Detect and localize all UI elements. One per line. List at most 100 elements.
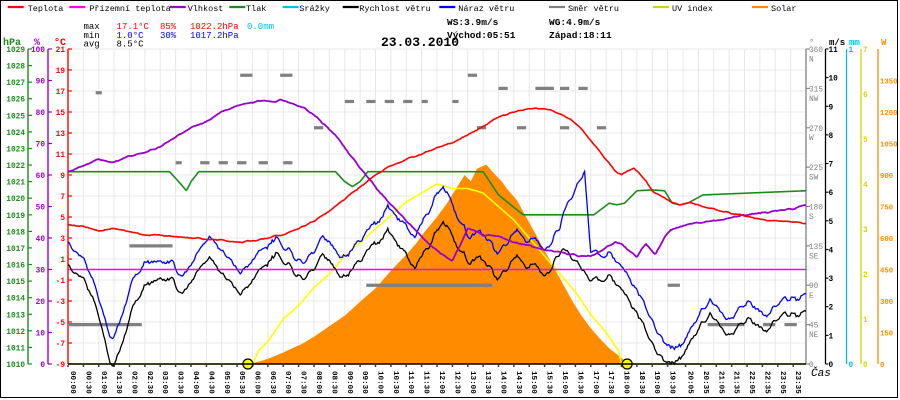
svg-text:1026: 1026 [6, 97, 25, 105]
svg-text:1010: 1010 [6, 362, 25, 370]
svg-text:30: 30 [36, 268, 46, 276]
svg-text:5: 5 [60, 215, 65, 223]
svg-text:07:00: 07:00 [283, 371, 291, 394]
svg-text:°: ° [809, 38, 814, 48]
svg-text:225: 225 [809, 165, 823, 173]
svg-text:S: S [809, 214, 814, 222]
svg-text:1016: 1016 [6, 263, 25, 271]
svg-text:1018: 1018 [6, 229, 25, 237]
svg-text:E: E [809, 293, 814, 301]
svg-text:15:30: 15:30 [545, 371, 553, 394]
svg-text:04:00: 04:00 [191, 371, 199, 394]
svg-text:8: 8 [829, 133, 834, 141]
svg-text:21:05: 21:05 [716, 371, 724, 394]
svg-text:5: 5 [829, 219, 834, 227]
svg-text:1027: 1027 [6, 80, 25, 88]
svg-text:10: 10 [829, 76, 839, 84]
svg-text:hPa: hPa [3, 37, 21, 49]
svg-text:15: 15 [56, 110, 66, 118]
svg-text:23:35: 23:35 [793, 371, 801, 394]
svg-text:1017: 1017 [6, 246, 25, 254]
svg-text:1011: 1011 [6, 345, 25, 353]
svg-text:1014: 1014 [6, 296, 25, 304]
svg-text:7: 7 [829, 162, 834, 170]
svg-text:1: 1 [60, 257, 65, 265]
svg-text:01:30: 01:30 [114, 371, 122, 394]
svg-text:00:00: 00:00 [68, 371, 76, 394]
svg-text:19:00: 19:00 [652, 371, 660, 394]
svg-text:NE: NE [809, 332, 819, 340]
svg-text:4: 4 [863, 182, 868, 190]
svg-text:23.03.2010: 23.03.2010 [381, 35, 459, 50]
svg-text:11: 11 [829, 47, 839, 55]
svg-text:70: 70 [36, 142, 46, 150]
svg-text:30%: 30% [160, 31, 177, 41]
svg-text:1015: 1015 [6, 279, 25, 287]
svg-text:22:35: 22:35 [762, 371, 770, 394]
svg-text:7: 7 [60, 194, 65, 202]
svg-text:N: N [809, 57, 814, 65]
svg-text:1: 1 [863, 317, 868, 325]
svg-text:%: % [34, 38, 40, 49]
svg-text:1028: 1028 [6, 64, 25, 72]
svg-text:05:30: 05:30 [237, 371, 245, 394]
svg-text:1: 1 [829, 333, 834, 341]
svg-text:90: 90 [36, 79, 46, 87]
svg-text:16:00: 16:00 [560, 371, 568, 394]
svg-text:03:30: 03:30 [176, 371, 184, 394]
svg-text:7: 7 [863, 47, 868, 55]
svg-text:12:30: 12:30 [452, 371, 460, 394]
svg-text:06:00: 06:00 [253, 371, 261, 394]
svg-text:m/s: m/s [829, 38, 845, 48]
svg-text:40: 40 [36, 236, 46, 244]
svg-text:03:00: 03:00 [160, 371, 168, 394]
svg-text:4: 4 [829, 248, 834, 256]
svg-text:1024: 1024 [6, 130, 25, 138]
svg-text:135: 135 [809, 244, 823, 252]
svg-text:-9: -9 [56, 362, 66, 370]
svg-text:45: 45 [809, 323, 819, 331]
svg-text:1012: 1012 [6, 329, 25, 337]
svg-text:17: 17 [56, 89, 66, 97]
svg-text:1200: 1200 [880, 110, 898, 118]
svg-text:08:00: 08:00 [314, 371, 322, 394]
svg-text:1350: 1350 [880, 79, 898, 87]
svg-text:-3: -3 [56, 299, 66, 307]
svg-text:Teplota: Teplota [28, 4, 64, 14]
svg-text:80: 80 [36, 110, 46, 118]
svg-text:-7: -7 [56, 341, 66, 349]
svg-text:1025: 1025 [6, 113, 25, 121]
svg-text:1020: 1020 [6, 196, 25, 204]
svg-text:9: 9 [829, 104, 834, 112]
svg-text:450: 450 [880, 268, 893, 276]
svg-text:°C: °C [54, 37, 66, 49]
svg-text:1022: 1022 [6, 163, 25, 171]
svg-text:2: 2 [829, 305, 834, 313]
svg-text:06:30: 06:30 [268, 371, 276, 394]
svg-text:1: 1 [849, 47, 854, 55]
svg-text:16:30: 16:30 [575, 371, 583, 394]
svg-text:17:00: 17:00 [591, 371, 599, 394]
svg-text:12:00: 12:00 [437, 371, 445, 394]
svg-text:50: 50 [36, 205, 46, 213]
svg-text:05:00: 05:00 [222, 371, 230, 394]
svg-text:600: 600 [880, 236, 893, 244]
svg-text:315: 315 [809, 86, 823, 94]
svg-text:10: 10 [36, 331, 46, 339]
svg-text:180: 180 [809, 205, 823, 213]
svg-text:0: 0 [40, 362, 45, 370]
svg-text:14:00: 14:00 [499, 371, 507, 394]
svg-text:1050: 1050 [880, 142, 898, 150]
svg-text:W: W [809, 135, 814, 143]
svg-text:UV index: UV index [672, 4, 713, 14]
svg-text:WG:4.9m/s: WG:4.9m/s [549, 17, 601, 28]
svg-text:19:30: 19:30 [668, 371, 676, 394]
svg-text:02:30: 02:30 [145, 371, 153, 394]
svg-text:2: 2 [863, 272, 868, 280]
svg-text:0.0mm: 0.0mm [247, 22, 274, 32]
svg-text:11:30: 11:30 [422, 371, 430, 394]
svg-text:Západ:18:11: Západ:18:11 [549, 30, 612, 41]
svg-text:300: 300 [880, 299, 893, 307]
svg-text:90: 90 [809, 283, 819, 291]
svg-text:8.5°C: 8.5°C [117, 39, 145, 49]
